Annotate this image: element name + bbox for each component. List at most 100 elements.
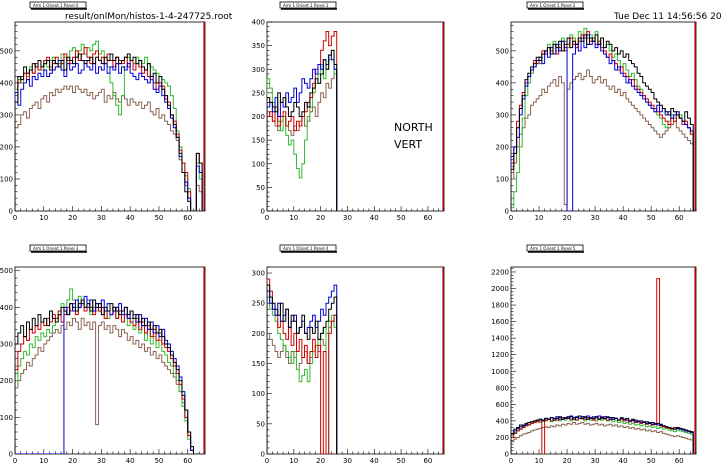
x-tick-label: 50 [154,457,163,464]
x-tick-label: 40 [370,457,379,464]
y-tick-label: 0 [261,208,265,216]
x-tick-label: 20 [563,214,572,222]
y-tick-label: 0 [505,208,509,216]
histogram-series-red [267,30,338,211]
datetime-label: Tue Dec 11 14:56:56 2007 [613,12,721,22]
file-path-label: result/onlMon/histos-1-4-247725.root [65,12,233,22]
x-tick-label: 50 [647,457,656,464]
histogram-series-red [15,299,205,454]
y-tick-label: 0 [261,451,265,459]
y-tick-label: 150 [252,360,265,368]
x-tick-label: 30 [343,214,352,222]
panel-title-box [29,1,87,9]
panel-title: Arm 1 Orient 1 Panel 1 [283,3,329,8]
x-tick-label: 30 [591,457,600,464]
histogram-panel-4: Arm 1 Orient 1 Panel 4 0 10 20 30 40 50 60 0 50 10… [252,244,445,464]
x-tick-label: 50 [397,457,406,464]
y-tick-label: 100 [0,175,13,183]
panel-title: Arm 1 Orient 1 Panel 5 [530,246,576,251]
y-tick-label: 100 [0,414,13,422]
histogram-series-black [511,415,696,454]
y-tick-label: 200 [496,434,509,442]
panel-title-box [526,244,584,252]
x-tick-label: 0 [509,214,513,222]
x-tick-label: 40 [126,457,135,464]
histogram-series-black [511,34,696,211]
histogram-panel-3: Arm 1 Orient 1 Panel 3 0 10 20 30 40 50 60 0 100 2… [0,244,206,464]
histogram-series-black [267,49,338,211]
histogram-series-black [267,284,338,454]
histogram-series-green [511,27,696,211]
panel-title-box [29,244,87,252]
y-tick-label: 200 [252,330,265,338]
y-tick-label: 100 [252,390,265,398]
y-tick-label: 500 [496,47,509,55]
histogram-series-brown [15,317,205,454]
x-tick-label: 60 [423,457,432,464]
y-tick-label: 600 [496,401,509,409]
x-tick-label: 0 [265,457,269,464]
north-label: NORTH [394,121,433,134]
x-tick-label: 10 [535,457,544,464]
y-tick-label: 500 [0,47,13,55]
y-tick-label: 100 [496,175,509,183]
y-tick-label: 250 [252,300,265,308]
y-tick-label: 400 [496,79,509,87]
panel-title-box [279,1,337,9]
x-tick-label: 60 [423,214,432,222]
y-tick-label: 300 [252,270,265,278]
x-tick-label: 60 [675,214,684,222]
y-tick-label: 400 [0,79,13,87]
x-tick-label: 0 [13,457,17,464]
y-tick-label: 50 [256,184,265,192]
y-tick-label: 500 [0,267,13,275]
x-tick-label: 40 [619,214,628,222]
x-tick-label: 20 [563,457,572,464]
x-tick-label: 40 [370,214,379,222]
panel-title: Arm 1 Orient 1 Panel 3 [33,246,79,251]
y-tick-label: 200 [0,377,13,385]
x-tick-label: 20 [68,214,77,222]
y-tick-label: 300 [0,111,13,119]
x-tick-label: 40 [126,214,135,222]
x-tick-label: 60 [675,457,684,464]
x-tick-label: 30 [591,214,600,222]
plot-frame [510,266,697,455]
histogram-series-brown [15,85,205,211]
y-tick-label: 200 [0,143,13,151]
y-tick-label: 0 [9,451,13,459]
x-tick-label: 10 [289,214,298,222]
histogram-series-green [267,296,338,454]
y-tick-label: 200 [252,113,265,121]
x-tick-label: 0 [13,214,17,222]
vert-label: VERT [394,138,422,151]
y-tick-label: 1200 [491,351,509,359]
panel-title-box [279,244,337,252]
x-tick-label: 20 [316,214,325,222]
histogram-series-brown [511,69,696,211]
histogram-series-red [267,278,338,454]
y-tick-label: 1600 [491,318,509,326]
panel-title: Arm 1 Orient 1 Panel 0 [33,3,79,8]
x-tick-label: 0 [509,457,513,464]
y-tick-label: 0 [9,208,13,216]
histogram-panel-2: Arm 1 Orient 1 Panel 2 0 10 20 30 40 50 60 0 100 2… [496,1,697,222]
y-tick-label: 1400 [491,335,509,343]
x-tick-label: 30 [97,214,106,222]
y-tick-label: 400 [0,304,13,312]
y-tick-label: 300 [496,111,509,119]
y-tick-label: 50 [256,420,265,428]
histogram-panel-0: Arm 1 Orient 1 Panel 0 0 10 20 30 40 50 60 0 100 2… [0,1,206,222]
y-tick-label: 400 [496,417,509,425]
histogram-panel-1: Arm 1 Orient 1 Panel 1 0 10 20 30 40 50 60 0 50 10… [252,1,445,222]
x-tick-label: 20 [316,457,325,464]
y-tick-label: 2000 [491,285,509,293]
x-tick-label: 0 [265,214,269,222]
x-tick-label: 50 [154,214,163,222]
y-tick-label: 1800 [491,302,509,310]
y-tick-label: 300 [0,341,13,349]
x-tick-label: 20 [68,457,77,464]
histogram-series-green [511,417,696,454]
x-tick-label: 50 [647,214,656,222]
